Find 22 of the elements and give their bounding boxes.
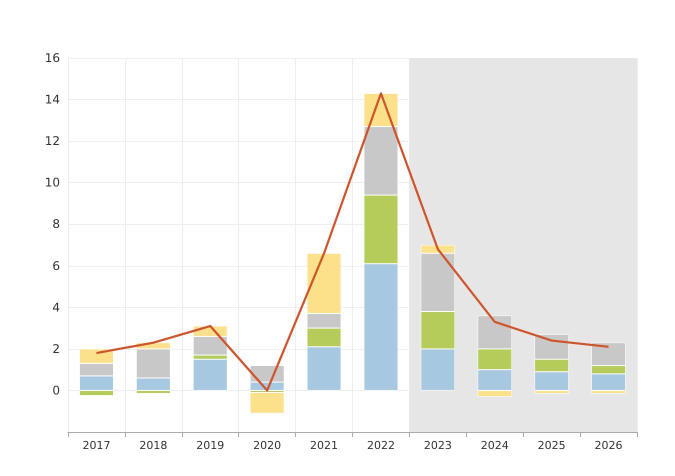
x-tick-label: 2021 bbox=[310, 439, 338, 452]
x-tick-label: 2019 bbox=[196, 439, 224, 452]
x-tick-label: 2023 bbox=[424, 439, 452, 452]
y-tick-label: 8 bbox=[52, 217, 60, 232]
y-tick-label: 4 bbox=[52, 300, 60, 314]
x-tick-label: 2025 bbox=[538, 439, 566, 452]
y-tick-label: 6 bbox=[52, 258, 60, 273]
x-tick-label: 2018 bbox=[139, 439, 168, 452]
y-tick-label: 0 bbox=[52, 383, 60, 398]
bar bbox=[250, 392, 284, 414]
x-tick-label: 2026 bbox=[594, 439, 623, 452]
y-tick-label: 2 bbox=[52, 342, 60, 356]
x-tick-label: 2024 bbox=[480, 439, 509, 452]
y-tick-label: 14 bbox=[44, 92, 60, 107]
x-tick-label: 2020 bbox=[253, 439, 282, 452]
bar bbox=[193, 359, 228, 390]
y-tick-label: 12 bbox=[44, 134, 60, 148]
x-tick-label: 2017 bbox=[82, 439, 110, 452]
y-tick-label: 10 bbox=[44, 176, 60, 190]
y-tick-label: 16 bbox=[44, 51, 60, 65]
x-tick-label: 2022 bbox=[366, 439, 395, 452]
line-series bbox=[95, 92, 610, 392]
